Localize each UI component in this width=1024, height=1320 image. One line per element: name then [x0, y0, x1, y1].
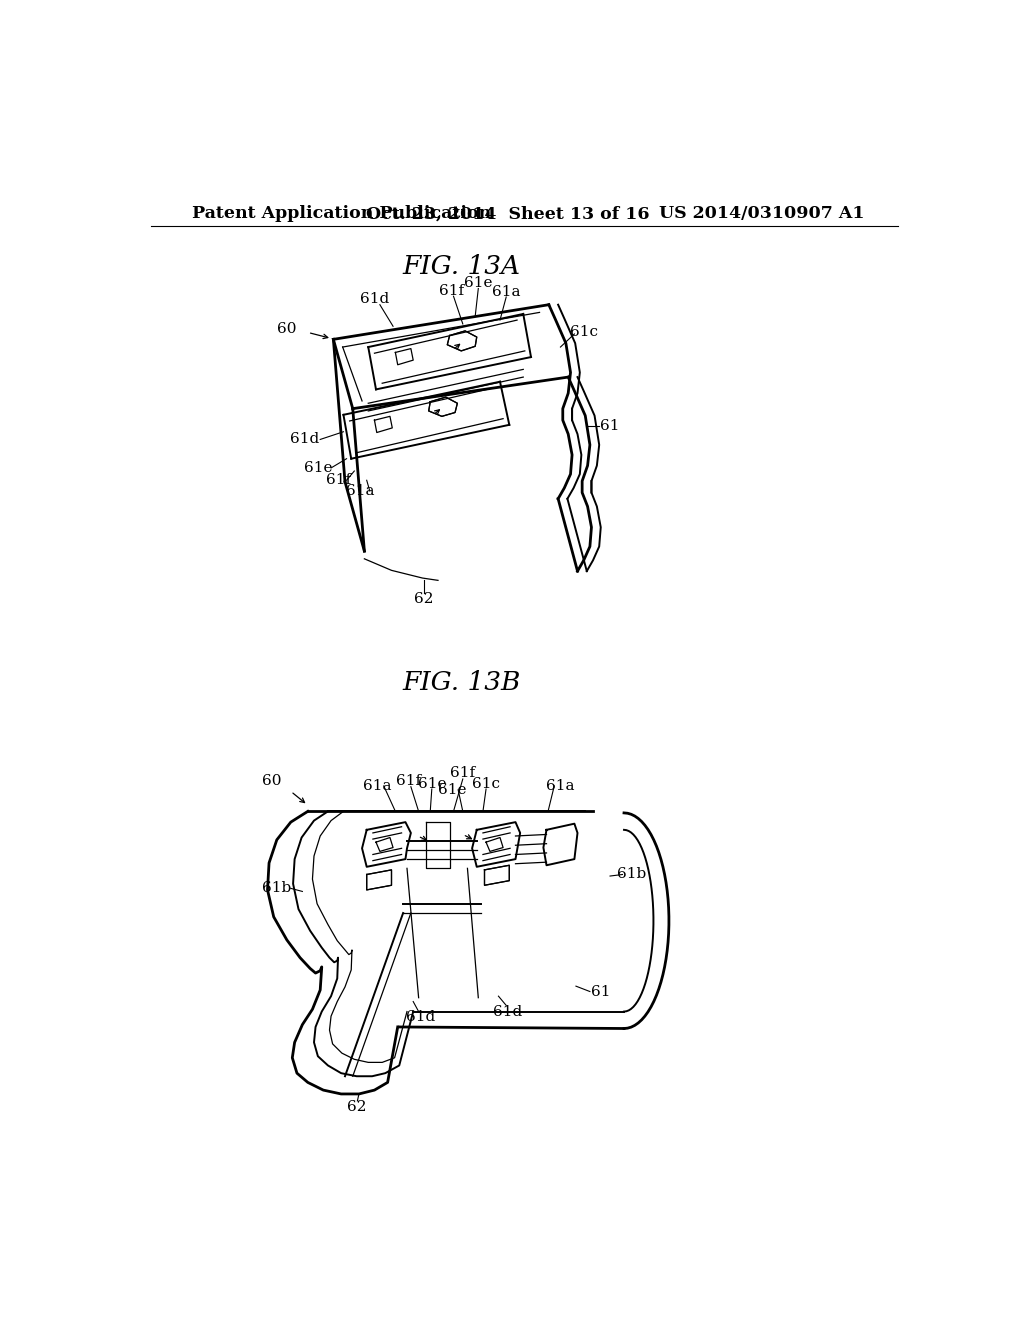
- Polygon shape: [426, 822, 450, 869]
- Polygon shape: [486, 837, 503, 851]
- Text: 61b: 61b: [617, 867, 646, 882]
- Text: 61b: 61b: [262, 882, 292, 895]
- Text: Patent Application Publication: Patent Application Publication: [191, 206, 490, 222]
- Text: 61c: 61c: [472, 776, 500, 791]
- Polygon shape: [472, 822, 520, 867]
- Text: FIG. 13A: FIG. 13A: [402, 253, 520, 279]
- Polygon shape: [429, 397, 458, 416]
- Text: 61f: 61f: [451, 766, 475, 780]
- Text: 61a: 61a: [346, 484, 375, 498]
- Text: 61f: 61f: [439, 284, 465, 298]
- Text: 61c: 61c: [569, 325, 598, 339]
- Polygon shape: [544, 824, 578, 866]
- Text: 61d: 61d: [494, 1005, 522, 1019]
- Text: 61e: 61e: [418, 776, 446, 791]
- Text: 62: 62: [415, 591, 434, 606]
- Text: 61d: 61d: [359, 292, 389, 306]
- Text: FIG. 13B: FIG. 13B: [402, 669, 520, 694]
- Text: US 2014/0310907 A1: US 2014/0310907 A1: [658, 206, 864, 222]
- Text: 60: 60: [278, 322, 297, 337]
- Text: 61a: 61a: [492, 285, 520, 298]
- Text: 61e: 61e: [464, 276, 493, 290]
- Polygon shape: [367, 870, 391, 890]
- Text: Oct. 23, 2014  Sheet 13 of 16: Oct. 23, 2014 Sheet 13 of 16: [366, 206, 649, 222]
- Text: 61d: 61d: [290, 433, 319, 446]
- Polygon shape: [484, 866, 509, 886]
- Text: 61f: 61f: [396, 774, 421, 788]
- Polygon shape: [376, 837, 393, 851]
- Text: 61a: 61a: [546, 779, 574, 793]
- Text: 60: 60: [262, 774, 282, 788]
- Text: 61a: 61a: [364, 779, 392, 793]
- Polygon shape: [447, 331, 477, 351]
- Text: 62: 62: [347, 1100, 367, 1114]
- Text: 61f: 61f: [327, 474, 351, 487]
- Text: 61e: 61e: [437, 783, 466, 797]
- Text: 61: 61: [591, 985, 610, 998]
- Text: 61e: 61e: [304, 461, 332, 475]
- Polygon shape: [362, 822, 411, 867]
- Text: 61d: 61d: [407, 1010, 435, 1024]
- Polygon shape: [375, 416, 392, 433]
- Polygon shape: [395, 348, 414, 364]
- Text: 61: 61: [600, 420, 620, 433]
